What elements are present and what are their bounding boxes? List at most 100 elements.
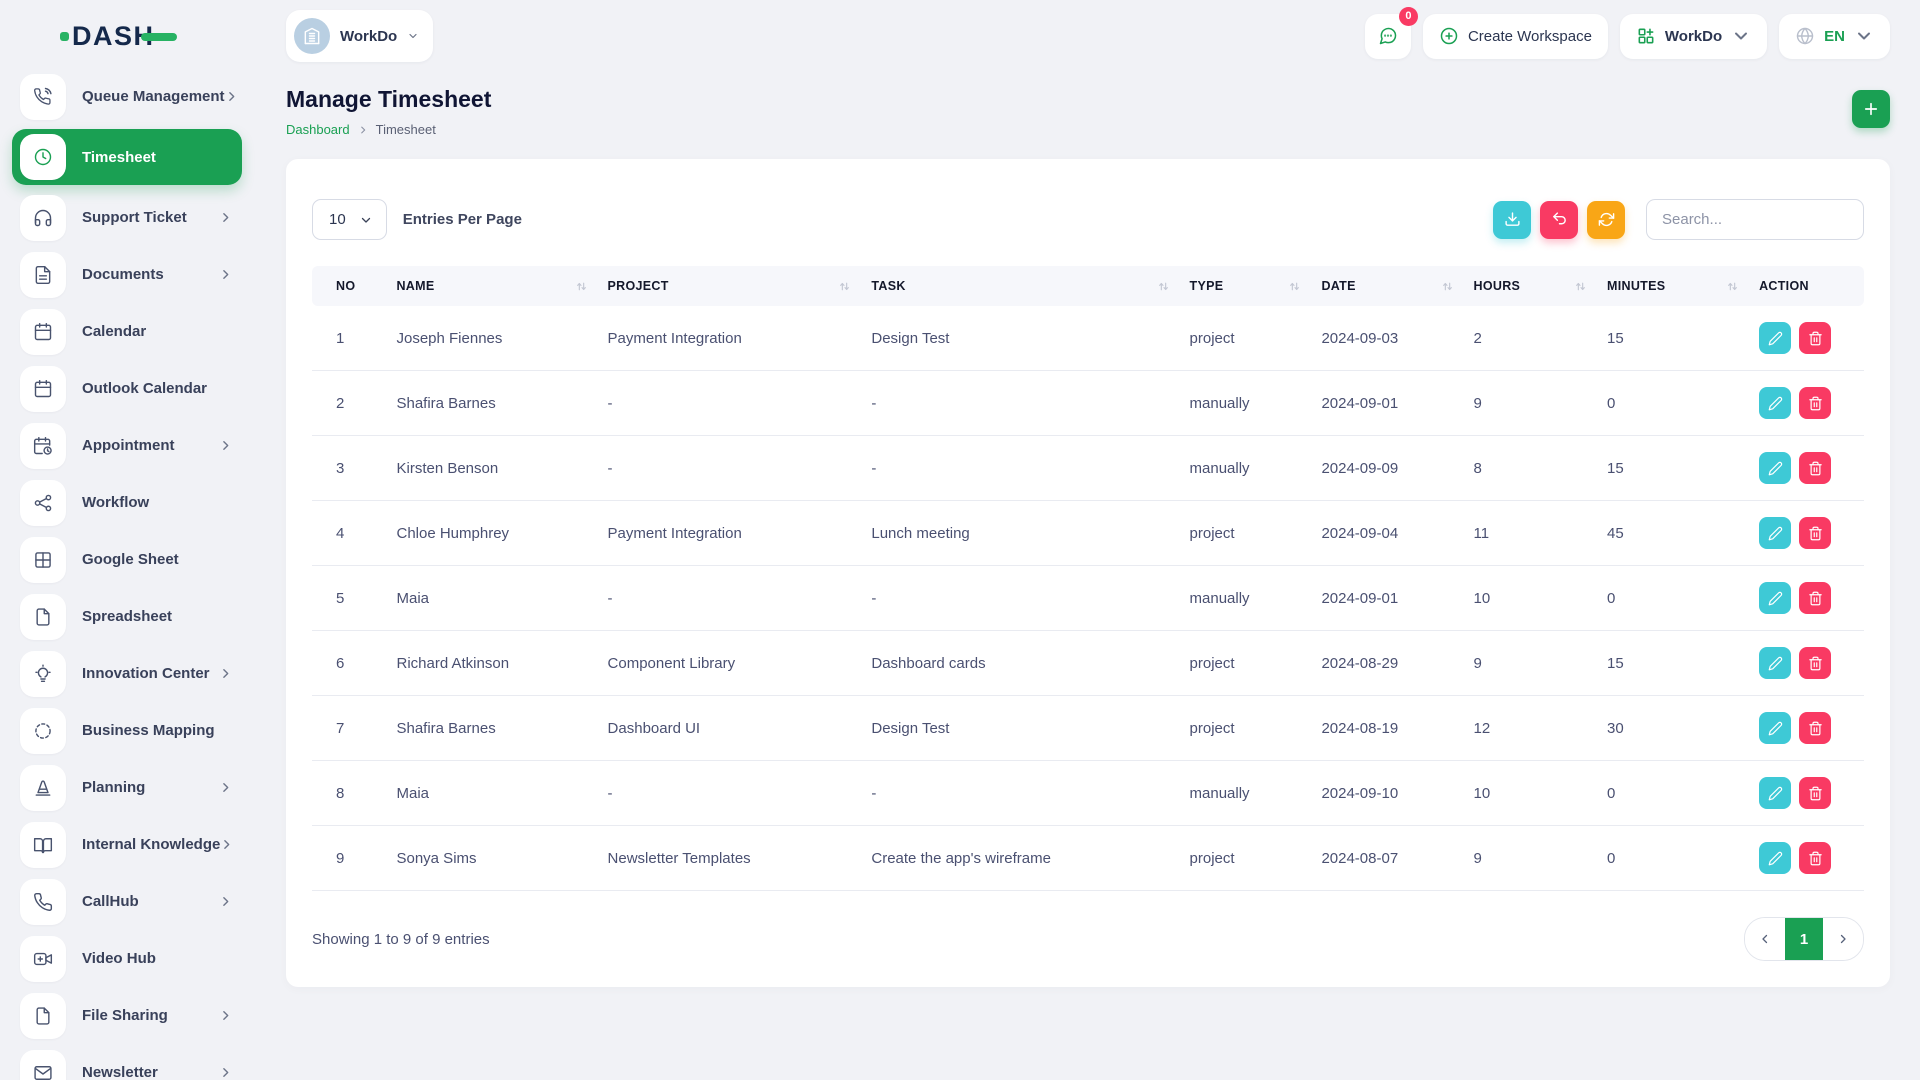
edit-row-button[interactable]	[1759, 517, 1792, 549]
sidebar-item-documents[interactable]: Documents	[12, 250, 242, 299]
sidebar-item-newsletter[interactable]: Newsletter	[12, 1048, 242, 1080]
cell-no: 8	[312, 760, 387, 826]
column-header-type[interactable]: TYPE	[1179, 266, 1312, 306]
edit-row-button[interactable]	[1759, 322, 1792, 354]
pagination-prev-button[interactable]	[1745, 918, 1785, 960]
delete-row-button[interactable]	[1799, 387, 1832, 419]
cell-minutes: 15	[1597, 435, 1750, 501]
workspace-selector[interactable]: WorkDo	[286, 10, 434, 62]
refresh-button[interactable]	[1587, 200, 1625, 239]
sidebar-item-label: Documents	[82, 266, 164, 283]
sidebar-item-support-ticket[interactable]: Support Ticket	[12, 193, 242, 242]
logo-dash-icon	[140, 33, 177, 41]
column-header-hours[interactable]: HOURS	[1463, 266, 1597, 306]
cell-hours: 10	[1463, 760, 1597, 826]
workdo-menu-label: WorkDo	[1664, 27, 1723, 45]
pagination-page-1[interactable]: 1	[1785, 918, 1823, 960]
column-header-name[interactable]: NAME	[386, 266, 598, 306]
delete-row-button[interactable]	[1799, 517, 1832, 549]
sidebar-item-calendar[interactable]: Calendar	[12, 307, 242, 356]
sort-icon[interactable]	[1726, 280, 1739, 293]
cell-project: Newsletter Templates	[597, 825, 862, 891]
calendar-icon	[20, 308, 66, 355]
column-header-project[interactable]: PROJECT	[597, 266, 862, 306]
sidebar-item-outlook-calendar[interactable]: Outlook Calendar	[12, 364, 242, 413]
cell-hours: 2	[1463, 306, 1597, 371]
cell-task: Design Test	[861, 695, 1180, 761]
sort-icon[interactable]	[1441, 280, 1454, 293]
workdo-menu-button[interactable]: WorkDo	[1619, 13, 1768, 59]
sort-icon[interactable]	[575, 280, 588, 293]
column-header-date[interactable]: DATE	[1311, 266, 1464, 306]
delete-row-button[interactable]	[1799, 842, 1832, 874]
delete-row-button[interactable]	[1799, 712, 1832, 744]
cell-hours: 11	[1463, 500, 1597, 566]
sidebar-item-video-hub[interactable]: Video Hub	[12, 934, 242, 983]
sort-icon[interactable]	[1288, 280, 1301, 293]
delete-row-button[interactable]	[1799, 582, 1832, 614]
topbar-actions: 0 Create Workspace WorkDo EN	[1364, 6, 1890, 59]
sort-icon[interactable]	[1157, 280, 1170, 293]
sidebar-item-innovation-center[interactable]: Innovation Center	[12, 649, 242, 698]
delete-row-button[interactable]	[1799, 322, 1832, 354]
video-icon	[20, 935, 66, 982]
delete-row-button[interactable]	[1799, 452, 1832, 484]
add-timesheet-button[interactable]	[1852, 90, 1890, 128]
cell-minutes: 0	[1597, 760, 1750, 826]
sidebar-item-callhub[interactable]: CallHub	[12, 877, 242, 926]
sidebar-item-label: Outlook Calendar	[82, 380, 208, 397]
edit-row-button[interactable]	[1759, 387, 1792, 419]
column-header-minutes[interactable]: MINUTES	[1597, 266, 1750, 306]
edit-row-button[interactable]	[1759, 842, 1792, 874]
sidebar-item-internal-knowledge[interactable]: Internal Knowledge	[12, 820, 242, 869]
language-selector[interactable]: EN	[1779, 13, 1890, 59]
sidebar-item-file-sharing[interactable]: File Sharing	[12, 991, 242, 1040]
cell-action	[1749, 370, 1864, 436]
sidebar-item-label: CallHub	[82, 893, 139, 910]
column-header-task[interactable]: TASK	[861, 266, 1180, 306]
edit-row-button[interactable]	[1759, 647, 1792, 679]
building-icon	[294, 18, 330, 54]
sidebar-item-workflow[interactable]: Workflow	[12, 478, 242, 527]
delete-row-button[interactable]	[1799, 647, 1832, 679]
phone-icon	[20, 878, 66, 925]
search-input[interactable]	[1646, 199, 1864, 240]
sidebar-item-spreadsheet[interactable]: Spreadsheet	[12, 592, 242, 641]
messages-badge: 0	[1398, 6, 1418, 26]
cell-name: Joseph Fiennes	[386, 306, 598, 371]
edit-row-button[interactable]	[1759, 582, 1792, 614]
chevron-right-icon	[219, 211, 232, 224]
timesheet-table: NO NAME PROJECT TASK TYPE DATE HOURS MINUTES ACT…	[312, 266, 1864, 891]
delete-row-button[interactable]	[1799, 777, 1832, 809]
dash-logo[interactable]: DASH	[12, 0, 242, 72]
reset-button[interactable]	[1540, 200, 1578, 239]
sort-icon[interactable]	[838, 280, 851, 293]
edit-row-button[interactable]	[1759, 452, 1792, 484]
sidebar-item-planning[interactable]: Planning	[12, 763, 242, 812]
edit-row-button[interactable]	[1759, 777, 1792, 809]
sidebar-item-business-mapping[interactable]: Business Mapping	[12, 706, 242, 755]
cell-action	[1749, 435, 1864, 501]
messages-button[interactable]: 0	[1364, 6, 1418, 59]
export-button[interactable]	[1493, 200, 1531, 239]
sidebar-item-label: Timesheet	[82, 148, 156, 166]
sidebar-item-label: Internal Knowledge	[82, 836, 221, 853]
sidebar-nav: Queue Management Timesheet Support Ticke…	[12, 72, 242, 1080]
sidebar-item-timesheet[interactable]: Timesheet	[12, 129, 242, 185]
sidebar-item-appointment[interactable]: Appointment	[12, 421, 242, 470]
pencil-icon	[1768, 461, 1782, 475]
create-workspace-button[interactable]: Create Workspace	[1422, 13, 1608, 59]
cell-minutes: 15	[1597, 306, 1750, 371]
calendar-clock-icon	[20, 422, 66, 469]
cell-name: Kirsten Benson	[386, 435, 598, 501]
trash-icon	[1808, 331, 1822, 345]
cell-hours: 9	[1463, 825, 1597, 891]
cell-type: project	[1179, 630, 1312, 696]
sidebar-item-google-sheet[interactable]: Google Sheet	[12, 535, 242, 584]
breadcrumb-dashboard-link[interactable]: Dashboard	[286, 122, 350, 137]
entries-per-page-select[interactable]: 10	[312, 199, 387, 240]
sort-icon[interactable]	[1574, 280, 1587, 293]
sidebar-item-queue-management[interactable]: Queue Management	[12, 72, 242, 121]
edit-row-button[interactable]	[1759, 712, 1792, 744]
pagination-next-button[interactable]	[1823, 918, 1863, 960]
